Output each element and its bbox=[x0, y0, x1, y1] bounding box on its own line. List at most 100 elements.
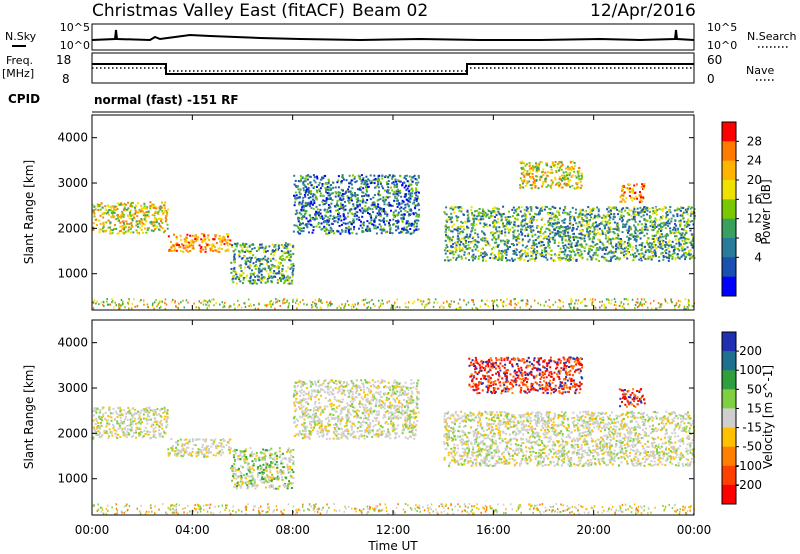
power-clutter-cell bbox=[165, 303, 168, 306]
power-clutter-cell bbox=[496, 304, 498, 307]
power-echo-cell bbox=[405, 195, 407, 198]
power-clutter-cell bbox=[311, 306, 313, 309]
power-clutter-cell bbox=[366, 301, 368, 304]
power-clutter-cell bbox=[158, 301, 160, 304]
power-clutter-cell bbox=[120, 298, 123, 301]
power-echo-cell bbox=[602, 256, 605, 259]
power-clutter-cell bbox=[296, 307, 298, 310]
power-echo-cell bbox=[667, 247, 670, 249]
power-echo-cell bbox=[303, 180, 306, 183]
power-echo-cell bbox=[261, 258, 264, 261]
noise-right-tick-bottom: 10^0 bbox=[707, 39, 737, 52]
power-echo-cell bbox=[305, 189, 308, 192]
power-echo-cell bbox=[599, 233, 602, 236]
power-echo-cell bbox=[257, 278, 260, 281]
power-echo-cell bbox=[526, 170, 529, 173]
power-echo-cell bbox=[311, 203, 314, 206]
power-echo-cell bbox=[451, 208, 454, 211]
power-clutter-cell bbox=[237, 299, 239, 302]
power-echo-cell bbox=[458, 246, 461, 249]
power-echo-cell bbox=[678, 257, 681, 260]
power-echo-cell bbox=[575, 244, 578, 247]
power-echo-cell bbox=[341, 230, 344, 233]
power-echo-cell bbox=[670, 220, 673, 223]
power-echo-cell bbox=[547, 213, 550, 216]
power-echo-cell bbox=[579, 187, 582, 189]
power-echo-cell bbox=[336, 200, 339, 203]
power-echo-cell bbox=[227, 238, 230, 241]
power-echo-cell bbox=[300, 208, 303, 211]
power-clutter-cell bbox=[656, 307, 658, 310]
power-echo-cell bbox=[289, 250, 292, 253]
power-echo-cell bbox=[525, 255, 528, 258]
velocity-echo-cell bbox=[152, 427, 155, 430]
power-echo-cell bbox=[313, 185, 316, 188]
power-echo-cell bbox=[104, 230, 106, 233]
power-echo-cell bbox=[269, 259, 272, 262]
power-echo-cell bbox=[361, 195, 363, 198]
velocity-echo-cell bbox=[153, 434, 156, 436]
power-echo-cell bbox=[318, 188, 321, 191]
power-clutter-cell bbox=[229, 305, 232, 308]
power-echo-cell bbox=[465, 239, 468, 242]
power-echo-cell bbox=[612, 206, 615, 209]
power-echo-cell bbox=[294, 201, 296, 204]
power-echo-cell bbox=[483, 222, 486, 225]
power-clutter-cell bbox=[530, 305, 532, 308]
power-echo-cell bbox=[461, 221, 464, 224]
power-echo-cell bbox=[474, 243, 477, 246]
power-echo-cell bbox=[657, 245, 660, 248]
power-echo-cell bbox=[265, 250, 267, 253]
power-echo-cell bbox=[253, 265, 256, 268]
power-echo-cell bbox=[254, 256, 257, 259]
power-echo-cell bbox=[482, 247, 484, 250]
velocity-echo-cell bbox=[105, 425, 108, 428]
power-echo-cell bbox=[366, 225, 369, 228]
power-echo-cell bbox=[627, 247, 629, 250]
power-echo-cell bbox=[459, 243, 462, 246]
power-echo-cell bbox=[155, 218, 158, 221]
power-echo-cell bbox=[640, 244, 643, 247]
power-echo-cell bbox=[212, 250, 215, 252]
power-echo-cell bbox=[686, 225, 689, 228]
power-echo-cell bbox=[191, 239, 194, 242]
power-echo-cell bbox=[640, 215, 643, 218]
power-echo-cell bbox=[664, 227, 667, 230]
velocity-echo-cell bbox=[164, 415, 167, 418]
power-clutter-cell bbox=[658, 306, 661, 309]
power-echo-cell bbox=[348, 174, 351, 177]
power-echo-cell bbox=[172, 244, 175, 247]
power-echo-cell bbox=[282, 251, 285, 254]
power-echo-cell bbox=[271, 250, 274, 253]
power-echo-cell bbox=[624, 200, 627, 203]
power-echo-cell bbox=[581, 245, 584, 248]
power-echo-cell bbox=[551, 181, 554, 184]
power-echo-cell bbox=[526, 207, 529, 210]
power-echo-cell bbox=[270, 253, 273, 255]
power-echo-cell bbox=[447, 259, 450, 262]
power-echo-cell bbox=[389, 228, 392, 231]
power-echo-cell bbox=[639, 199, 642, 202]
velocity-echo-cell bbox=[163, 411, 166, 413]
power-echo-cell bbox=[325, 211, 328, 214]
power-echo-cell bbox=[382, 187, 385, 190]
power-echo-cell bbox=[622, 254, 625, 257]
power-echo-cell bbox=[683, 248, 686, 251]
power-echo-cell bbox=[547, 221, 550, 224]
power-echo-cell bbox=[377, 205, 380, 208]
power-echo-cell bbox=[238, 251, 241, 254]
power-echo-cell bbox=[614, 244, 617, 247]
power-echo-cell bbox=[537, 230, 540, 233]
power-echo-cell bbox=[685, 221, 688, 223]
power-echo-cell bbox=[357, 204, 360, 207]
power-echo-cell bbox=[384, 212, 386, 215]
power-echo-cell bbox=[542, 232, 545, 235]
power-echo-cell bbox=[484, 212, 487, 215]
power-echo-cell bbox=[555, 226, 558, 229]
power-echo-cell bbox=[604, 237, 607, 240]
power-echo-cell bbox=[386, 203, 389, 206]
power-echo-cell bbox=[528, 238, 531, 241]
power-echo-cell bbox=[548, 246, 551, 249]
power-echo-cell bbox=[199, 250, 202, 252]
power-echo-cell bbox=[293, 174, 296, 177]
